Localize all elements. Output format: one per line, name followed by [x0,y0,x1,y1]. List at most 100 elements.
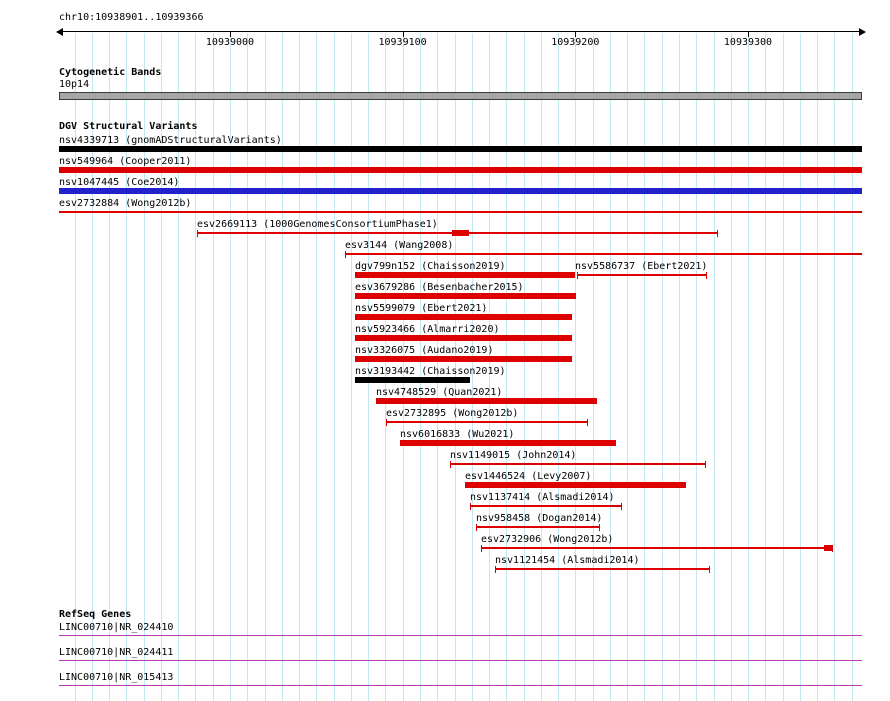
variant-thick-segment[interactable] [824,545,833,551]
variant-label[interactable]: nsv3193442 (Chaisson2019) [355,366,506,377]
gene-label[interactable]: LINC00710|NR_024411 [59,647,174,658]
grid-line [851,33,853,701]
grid-line [575,33,577,701]
variant-span-line[interactable] [470,505,622,507]
variant-label[interactable]: esv2732884 (Wong2012b) [59,198,192,209]
grid-line [592,33,594,701]
variant-label[interactable]: esv2732895 (Wong2012b) [386,408,519,419]
variant-span-left-tick [481,545,482,552]
cytoband-label: 10p14 [59,79,90,90]
grid-line [212,33,214,701]
variant-label[interactable]: nsv1047445 (Coe2014) [59,177,180,188]
grid-line [402,33,404,701]
variant-span-left-tick [577,272,578,279]
grid-line [454,33,456,701]
variant-span-right-tick [599,524,600,531]
grid-line [730,33,732,701]
variant-span-right-tick [621,503,622,510]
gene-label[interactable]: LINC00710|NR_024410 [59,622,174,633]
grid-line [782,33,784,701]
variant-label[interactable]: esv1446524 (Levy2007) [465,471,592,482]
grid-line [143,33,145,701]
variant-bar[interactable] [59,167,862,173]
variant-label[interactable]: nsv958458 (Dogan2014) [476,513,603,524]
variant-bar[interactable] [355,335,572,341]
variant-bar[interactable] [355,272,575,278]
ruler-tick [402,31,404,37]
variant-bar[interactable] [355,314,572,320]
grid-line [609,33,611,701]
variant-bar[interactable] [465,482,686,488]
variant-label[interactable]: esv3144 (Wang2008) [345,240,454,251]
variant-span-right-tick [706,272,707,279]
variant-span-left-tick [345,251,346,258]
grid-line [160,33,162,701]
variant-bar[interactable] [59,188,862,194]
variant-span-left-tick [197,230,198,237]
grid-line [644,33,646,701]
grid-line [799,33,801,701]
variant-span-right-tick [587,419,588,426]
grid-line [350,33,352,701]
variant-label[interactable]: esv2732906 (Wong2012b) [481,534,614,545]
variant-bar[interactable] [355,377,470,383]
variant-bar[interactable] [376,398,597,404]
variant-label[interactable]: nsv4339713 (gnomADStructuralVariants) [59,135,282,146]
variant-label[interactable]: nsv6016833 (Wu2021) [400,429,515,440]
gene-line[interactable] [59,635,862,636]
variant-label[interactable]: nsv3326075 (Audano2019) [355,345,494,356]
grid-line [91,33,93,701]
section-title-dgv-structural-variants: DGV Structural Variants [59,121,198,132]
grid-line [540,33,542,701]
variant-span-line[interactable] [476,526,600,528]
variant-span-line[interactable] [495,568,710,570]
variant-label[interactable]: nsv5923466 (Almarri2020) [355,324,500,335]
grid-line [195,33,197,701]
variant-label[interactable]: nsv5586737 (Ebert2021) [575,261,708,272]
variant-label[interactable]: esv2669113 (1000GenomesConsortiumPhase1) [197,219,438,230]
gene-label[interactable]: LINC00710|NR_015413 [59,672,174,683]
variant-label[interactable]: nsv549964 (Cooper2011) [59,156,192,167]
variant-label[interactable]: nsv1121454 (Alsmadi2014) [495,555,640,566]
grid-line [523,33,525,701]
variant-bar[interactable] [400,440,616,446]
ruler-tick-label: 10939000 [205,37,255,48]
cytoband-bar[interactable] [59,92,862,100]
ruler-right-arrow-icon [859,28,866,36]
grid-line [765,33,767,701]
variant-label[interactable]: nsv1149015 (John2014) [450,450,577,461]
grid-line [178,33,180,701]
variant-bar[interactable] [355,356,572,362]
grid-layer [0,33,890,701]
grid-line [264,33,266,701]
variant-span-line[interactable] [450,463,706,465]
variant-label[interactable]: esv3679286 (Besenbacher2015) [355,282,524,293]
grid-line [281,33,283,701]
variant-span-left-tick [470,503,471,510]
variant-label[interactable]: dgv799n152 (Chaisson2019) [355,261,506,272]
grid-line [419,33,421,701]
gene-line[interactable] [59,685,862,686]
variant-label[interactable]: nsv1137414 (Alsmadi2014) [470,492,615,503]
variant-thick-segment[interactable] [452,230,469,236]
ruler-tick-label: 10939300 [723,37,773,48]
grid-line [109,33,111,701]
variant-span-line[interactable] [59,211,862,213]
variant-span-line[interactable] [481,547,833,549]
grid-line [247,33,249,701]
grid-line [437,33,439,701]
variant-span-line[interactable] [577,274,707,276]
variant-label[interactable]: nsv5599079 (Ebert2021) [355,303,488,314]
variant-span-line[interactable] [386,421,588,423]
grid-line [368,33,370,701]
gene-line[interactable] [59,660,862,661]
variant-label[interactable]: nsv4748529 (Quan2021) [376,387,503,398]
grid-line [299,33,300,701]
variant-span-line[interactable] [345,253,862,255]
variant-span-left-tick [476,524,477,531]
grid-line [471,33,473,701]
grid-line [385,33,387,701]
variant-bar[interactable] [59,146,862,152]
variant-bar[interactable] [355,293,576,299]
